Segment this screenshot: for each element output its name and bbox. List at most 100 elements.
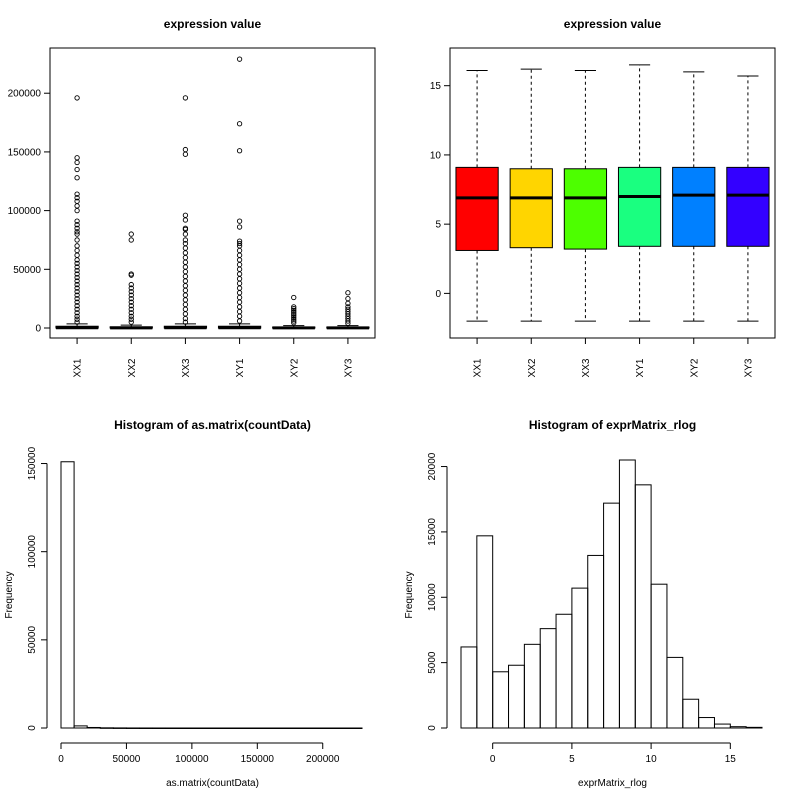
chart3-y-axis-label: Frequency (404, 571, 415, 618)
chart2-x-tick-label: 100000 (175, 754, 209, 765)
chart1-box-XY3 (726, 166, 770, 247)
chart3-bar (539, 628, 557, 729)
chart0-outlier-point (74, 247, 80, 254)
chart2-bar (152, 727, 167, 729)
chart0-outlier-point (74, 292, 80, 298)
chart0-outlier-point (236, 299, 243, 305)
chart0-outlier-point (74, 243, 80, 249)
chart2-y-tick-label: 50000 (27, 626, 38, 654)
chart0-outlier-point (291, 320, 297, 326)
chart0-outlier-point (74, 316, 80, 322)
chart0-outlier-point (74, 296, 80, 302)
chart0-outlier-point (236, 148, 243, 154)
chart0-outlier-point (128, 316, 134, 322)
chart0-outlier-point (236, 247, 243, 254)
chart0-outlier-point (74, 271, 80, 277)
chart3-bar (698, 717, 715, 729)
chart0-outlier-point (236, 304, 243, 310)
chart0-outlier-point (128, 272, 134, 278)
chart3-bar (666, 656, 684, 729)
chart0-outlier-point (345, 296, 351, 302)
chart2-bar (191, 727, 206, 729)
chart3-x-axis-label: exprMatrix_rlog (578, 778, 647, 789)
chart0-outlier-point (74, 285, 80, 291)
chart0-outlier-point (74, 229, 80, 235)
chart0-outlier-point (74, 319, 80, 325)
chart1-title: expression value (564, 17, 662, 31)
chart1-x-tick-label: XY2 (689, 358, 700, 377)
chart2-bar (139, 727, 154, 729)
chart0-outlier-point (236, 318, 243, 324)
chart0-outlier-point (74, 310, 80, 316)
chart0-outlier-point (291, 294, 297, 301)
chart3-bar (729, 726, 747, 729)
chart0-outlier-point (74, 155, 80, 161)
chart3-bar (523, 643, 541, 729)
chart2-bar (269, 727, 284, 729)
chart0-y-tick-label: 0 (35, 324, 41, 335)
chart0-outlier-point (182, 269, 189, 275)
chart0-outlier-point (182, 254, 189, 261)
chart3-y-tick-label: 15000 (427, 518, 438, 546)
chart0-outlier-point (182, 245, 189, 251)
chart0-x-tick-label: XX1 (73, 358, 84, 377)
chart0-outlier-point (74, 267, 80, 274)
chart3-x-tick-label: 0 (490, 754, 496, 765)
chart1-x-tick-label: XY3 (743, 358, 754, 377)
chart0-outlier-point (182, 273, 189, 279)
chart0-outlier-point (182, 237, 189, 243)
chart0-outlier-point (74, 195, 80, 201)
chart3-y-tick-label: 10000 (427, 583, 438, 611)
chart3-bar (745, 726, 763, 729)
chart2-bar (165, 727, 180, 729)
chart0-outlier-point (291, 307, 297, 314)
chart2-x-tick-label: 150000 (241, 754, 275, 765)
chart0-outlier-point (74, 281, 80, 288)
chart2-bar (322, 727, 337, 729)
chart1-box-XX3 (563, 168, 608, 250)
chart0-outlier-point (291, 318, 297, 324)
chart0-y-tick-label: 100000 (8, 206, 42, 217)
chart0-y-tick-label: 50000 (13, 265, 41, 276)
chart0-outlier-point (236, 290, 243, 296)
chart0-outlier-point (74, 159, 80, 166)
chart0-outlier-point (74, 218, 80, 224)
chart0-outlier-point (128, 231, 134, 237)
chart0-outlier-point (182, 283, 189, 289)
chart3-x-tick-label: 5 (569, 754, 575, 765)
chart3-bar (713, 723, 731, 729)
chart2-bar (204, 727, 219, 729)
chart1-x-tick-label: XX2 (527, 358, 538, 377)
chart0-outlier-point (345, 320, 351, 326)
chart0-outlier-point (182, 306, 189, 312)
chart0-x-tick-label: XY2 (289, 358, 300, 377)
chart0-outlier-point (182, 95, 189, 101)
chart3-x-tick-label: 15 (725, 754, 737, 765)
chart2-bar (296, 727, 311, 729)
chart3-y-tick-label: 20000 (427, 452, 438, 480)
chart0-outlier-point (74, 237, 80, 243)
chart3-y-tick-label: 0 (427, 725, 438, 731)
chart2-bar (243, 727, 258, 729)
chart2-bar (282, 727, 298, 729)
chart3-bar (508, 664, 525, 729)
chart3-bar (460, 646, 478, 729)
chart0-outlier-point (128, 306, 134, 312)
chart0-outlier-point (182, 292, 189, 298)
chart0-outlier-point (182, 231, 189, 237)
chart0-outlier-point (74, 313, 80, 319)
chart0-outlier-point (74, 222, 80, 228)
chart0-outlier-point (182, 278, 189, 284)
chart2-y-tick-label: 0 (27, 725, 38, 731)
chart0-x-tick-label: XY3 (343, 358, 354, 377)
chart0-outlier-point (291, 309, 297, 315)
chart3-y-tick-label: 5000 (427, 651, 438, 674)
chart2-bar (99, 727, 114, 729)
chart2-bar (335, 727, 350, 729)
chart0-outlier-point (128, 237, 134, 243)
chart0-outlier-point (74, 257, 80, 263)
chart0-outlier-point (74, 191, 80, 197)
chart0-outlier-point (74, 252, 80, 258)
chart2-x-tick-label: 0 (58, 754, 64, 765)
chart1-x-tick-label: XX1 (473, 358, 484, 377)
